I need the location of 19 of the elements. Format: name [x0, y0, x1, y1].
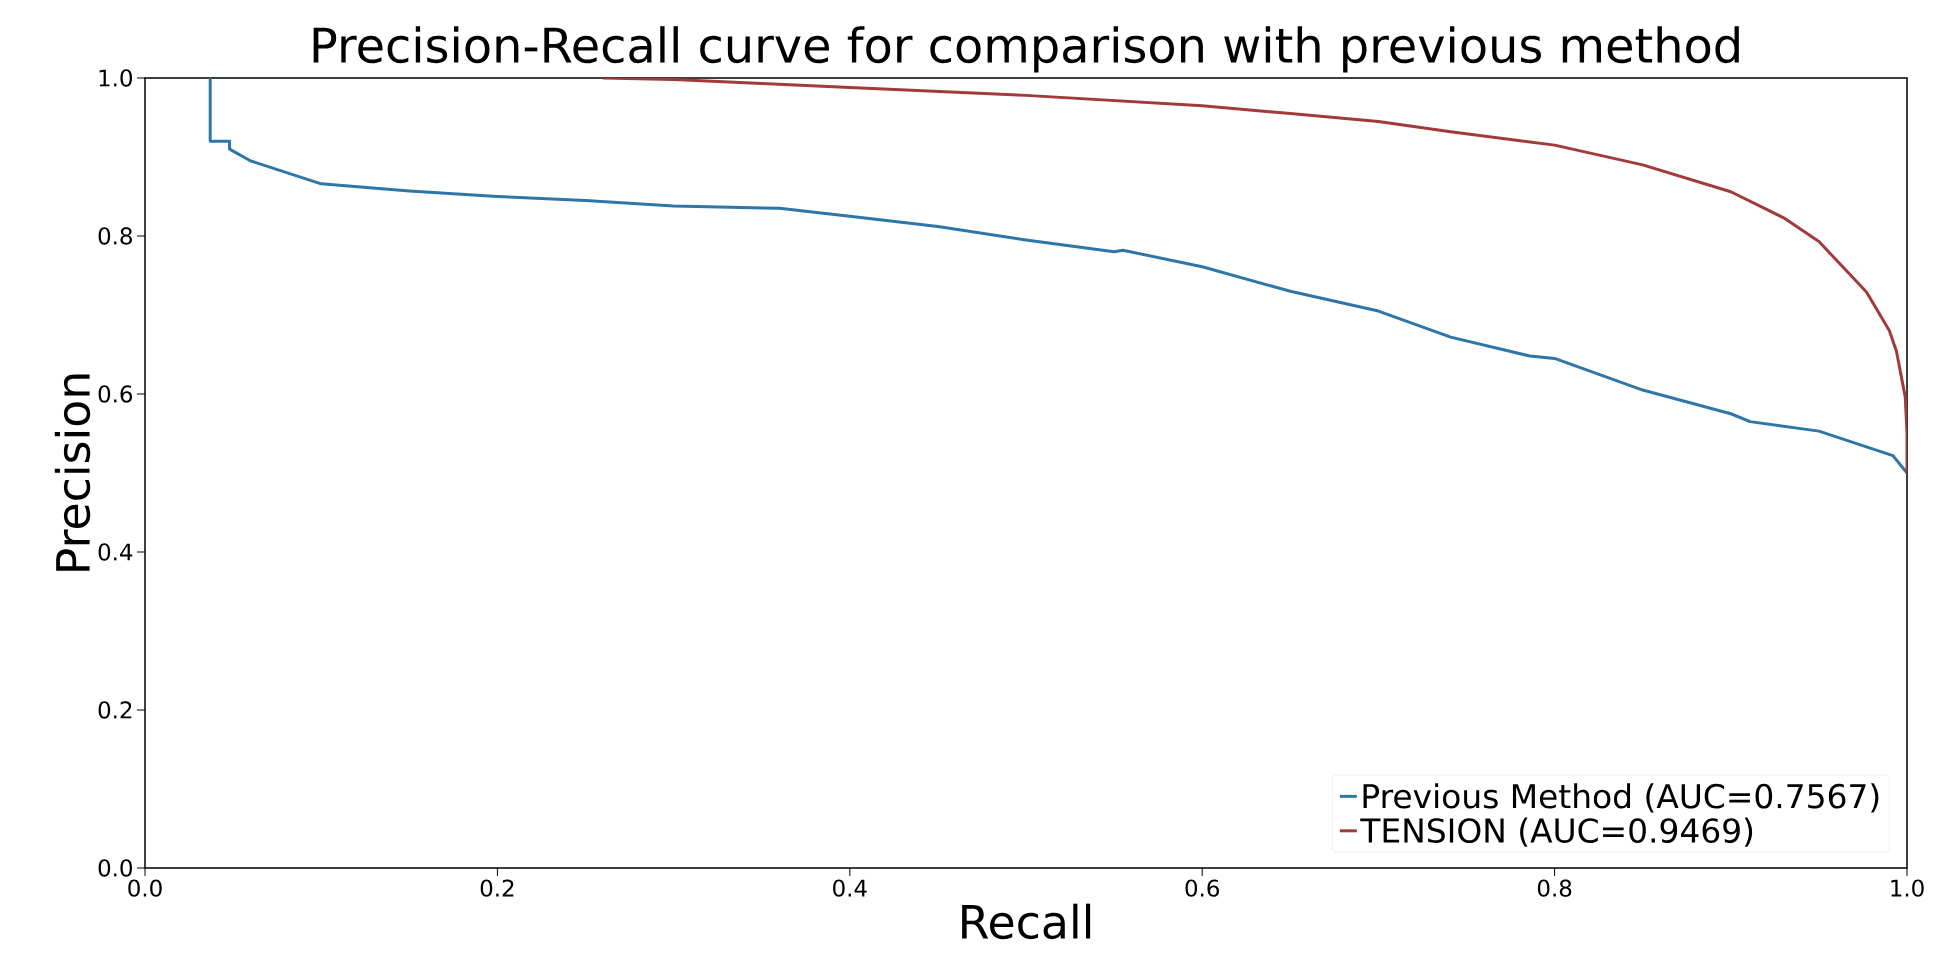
y-tick-label: 0.0 — [98, 859, 132, 877]
y-tick-label: 0.4 — [98, 543, 133, 561]
x-tick-label: 1.0 — [1891, 879, 1924, 897]
x-tick-label: 0.6 — [1185, 879, 1219, 897]
line-series — [601, 77, 1908, 475]
x-axis-title: Recall — [962, 903, 1091, 940]
y-tick-label: 1.0 — [99, 69, 132, 87]
x-tick-label: 0.2 — [480, 879, 514, 897]
y-tick-label: 0.6 — [98, 385, 133, 403]
x-tick-label: 0.0 — [128, 879, 162, 897]
line-series — [208, 77, 1908, 475]
chart-title: Precision-Recall curve for comparison with previous method — [313, 26, 1739, 73]
y-tick-label: 0.8 — [98, 227, 132, 245]
legend-label: Previous Method (AUC=0.7567) — [1363, 783, 1879, 813]
x-tick-label: 0.4 — [833, 879, 867, 897]
y-tick-label: 0.2 — [98, 701, 132, 719]
y-axis-title: Precision — [54, 374, 91, 571]
x-tick-label: 0.8 — [1537, 879, 1572, 897]
legend-label: TENSION (AUC=0.9469) — [1360, 817, 1753, 847]
